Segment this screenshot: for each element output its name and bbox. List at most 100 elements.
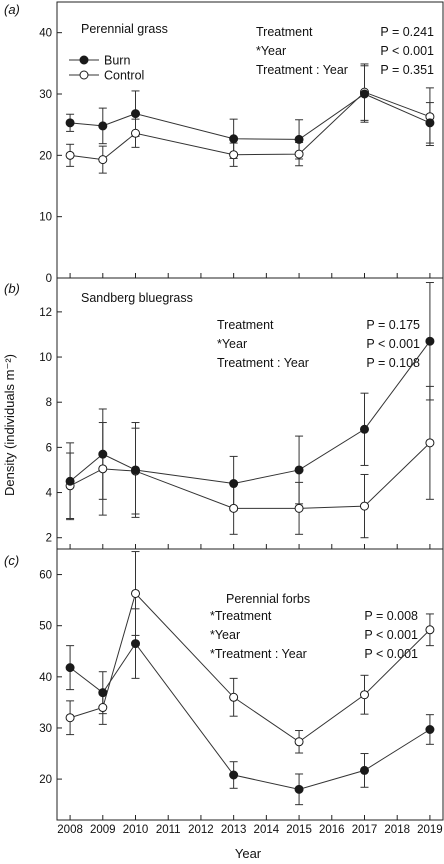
stat-p-value: P < 0.001 <box>364 628 418 642</box>
stat-p-value: P = 0.241 <box>380 25 434 39</box>
data-point-burn <box>294 784 304 794</box>
x-tick-label: 2019 <box>417 824 443 836</box>
stat-term: *Year <box>256 44 286 58</box>
x-axis-title: Year <box>235 846 262 861</box>
data-point-control <box>294 149 304 159</box>
data-point-burn <box>294 465 304 475</box>
x-tick-label: 2010 <box>123 824 149 836</box>
data-point-burn <box>131 465 141 475</box>
data-point-burn <box>294 134 304 144</box>
data-point-burn <box>229 134 239 144</box>
data-point-burn <box>131 109 141 119</box>
x-tick-label: 2015 <box>286 824 312 836</box>
data-point-control <box>65 713 75 723</box>
stat-term: *Year <box>217 337 247 351</box>
legend-label: Burn <box>104 54 130 68</box>
data-point-control <box>98 464 108 474</box>
data-point-burn <box>425 336 435 346</box>
series-line-control <box>69 442 431 509</box>
data-point-burn <box>131 639 141 649</box>
data-point-control <box>359 501 369 511</box>
data-point-control <box>131 588 141 598</box>
series-line-control <box>70 91 431 161</box>
stat-term: Treatment <box>217 318 274 332</box>
panel-letter: (a) <box>4 2 20 17</box>
panel-title: Sandberg bluegrass <box>81 291 193 305</box>
data-point-burn <box>65 663 75 673</box>
y-tick-label: 8 <box>46 397 52 409</box>
data-point-burn <box>229 770 239 780</box>
data-point-control <box>229 503 239 513</box>
y-tick-label: 60 <box>39 570 52 582</box>
data-point-control <box>229 150 239 160</box>
x-tick-label: 2011 <box>156 824 181 836</box>
stat-p-value: P < 0.001 <box>364 647 418 661</box>
y-tick-label: 20 <box>39 150 52 162</box>
stat-term: *Year <box>210 628 240 642</box>
y-tick-label: 40 <box>39 672 52 684</box>
data-point-burn <box>425 118 435 128</box>
panel-3: 20 30 40 50 60 2008 2009 2010 2011 2012 2013 2014 20… <box>4 548 444 836</box>
y-tick-label: 0 <box>46 273 52 285</box>
panel-2: 2 4 6 8 10 12 (b) Sandberg bluegrass Treatment P … <box>4 277 444 550</box>
data-point-control <box>131 128 141 138</box>
x-tick-label: 2009 <box>90 824 116 836</box>
data-point-burn <box>65 476 75 486</box>
panel-letter: (b) <box>4 281 20 296</box>
x-tick-label: 2013 <box>221 824 247 836</box>
panel-letter: (c) <box>4 553 19 568</box>
x-tick-label: 2012 <box>188 824 214 836</box>
x-tick-label: 2018 <box>384 824 410 836</box>
stat-term: Treatment : Year <box>217 356 309 370</box>
y-tick-label: 30 <box>39 723 52 735</box>
stat-term: *Treatment <box>210 609 272 623</box>
data-point-burn <box>98 449 108 459</box>
y-tick-label: 50 <box>39 621 52 633</box>
stat-p-value: P < 0.001 <box>380 44 434 58</box>
x-tick-label: 2016 <box>319 824 345 836</box>
legend-marker <box>79 55 89 65</box>
panel-1: 0 10 20 30 40 (a) Perennial grass Treatment P = … <box>4 1 444 285</box>
panel-title: Perennial grass <box>81 22 168 36</box>
data-point-control <box>98 155 108 165</box>
stat-p-value: P = 0.351 <box>380 63 434 77</box>
chart-panels: 0 10 20 30 40 (a) Perennial grass Treatment P = … <box>4 1 444 836</box>
y-tick-label: 2 <box>46 533 52 545</box>
data-point-control <box>98 703 108 713</box>
legend-label: Control <box>104 69 144 83</box>
y-tick-label: 40 <box>39 28 52 40</box>
y-tick-label: 30 <box>39 89 52 101</box>
series-line-burn <box>70 93 431 140</box>
data-point-control <box>294 737 304 747</box>
y-tick-label: 6 <box>46 442 52 454</box>
x-tick-label: 2008 <box>57 824 83 836</box>
series-line-burn <box>69 642 431 790</box>
stat-p-value: P = 0.008 <box>364 609 418 623</box>
stat-term: Treatment <box>256 25 313 39</box>
data-point-burn <box>98 688 108 698</box>
data-point-burn <box>229 479 239 489</box>
y-axis-title: Density (individuals m⁻²) <box>2 354 17 496</box>
y-tick-label: 20 <box>39 774 52 786</box>
data-point-burn <box>359 89 369 99</box>
stat-p-value: P = 0.175 <box>366 318 420 332</box>
data-point-control <box>294 503 304 513</box>
stat-term: Treatment : Year <box>256 63 348 77</box>
panel-title: Perennial forbs <box>226 592 310 606</box>
data-point-control <box>229 692 239 702</box>
data-point-control <box>425 438 435 448</box>
data-point-burn <box>425 724 435 734</box>
plot-frame <box>56 548 444 821</box>
data-point-burn <box>65 118 75 128</box>
data-point-burn <box>98 121 108 131</box>
y-tick-label: 4 <box>46 488 53 500</box>
data-point-burn <box>359 765 369 775</box>
legend-marker <box>79 70 89 80</box>
data-point-control <box>359 690 369 700</box>
x-tick-label: 2017 <box>352 824 378 836</box>
y-tick-label: 10 <box>39 352 52 364</box>
data-point-burn <box>359 424 369 434</box>
y-tick-label: 12 <box>39 307 52 319</box>
